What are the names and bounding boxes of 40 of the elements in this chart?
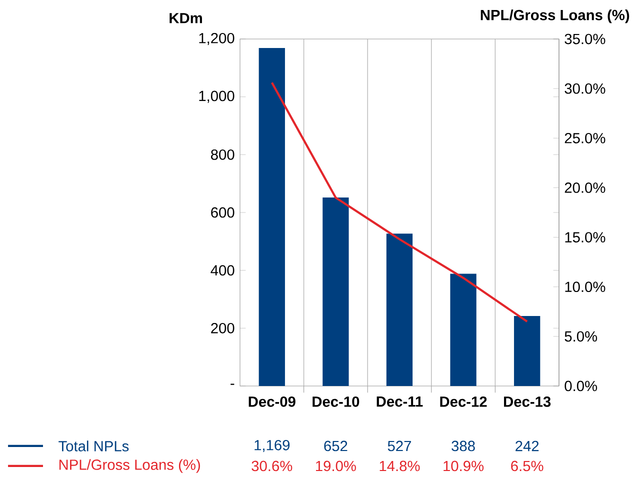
line-series <box>270 82 528 323</box>
y2-axis-title: NPL/Gross Loans (%) <box>480 10 630 24</box>
y-tick-label: 200 <box>211 322 234 334</box>
x-tick-label: Dec-12 <box>440 396 487 407</box>
y-axis-title: KDm <box>170 13 202 24</box>
y-tick-label: 400 <box>210 265 234 276</box>
bar <box>258 48 285 386</box>
legend-label: Total NPLs <box>58 440 129 452</box>
x-tick-label: Dec-10 <box>312 396 360 407</box>
y2-tick-label: 5.0% <box>564 331 598 342</box>
x-tick-label: Dec-13 <box>504 396 551 407</box>
data-label: 652 <box>324 440 348 452</box>
y-tick-label: 600 <box>211 207 234 218</box>
y2-tick-label: 30.0% <box>564 83 606 94</box>
y2-tick-label: 25.0% <box>564 132 606 144</box>
y2-tick-label: 10.0% <box>565 282 606 292</box>
y2-tick-label: 35.0% <box>564 34 606 44</box>
data-label: 527 <box>388 440 411 452</box>
y-tick-label: - <box>230 384 234 385</box>
data-label: 242 <box>516 440 539 452</box>
bar <box>386 234 413 386</box>
y2-tick-label: 20.0% <box>564 182 606 193</box>
x-tick-label: Dec-11 <box>376 396 423 407</box>
data-label: 30.6% <box>252 460 292 472</box>
bar <box>450 274 476 386</box>
y-tick-label: 1,200 <box>199 32 234 46</box>
data-label: 10.9% <box>444 460 484 472</box>
y-tick-label: 1,000 <box>199 90 234 103</box>
data-label: 14.8% <box>380 460 420 472</box>
data-label: 388 <box>452 440 475 452</box>
y2-tick-label: 0.0% <box>564 380 598 392</box>
y-tick-label: 800 <box>211 149 234 160</box>
y2-tick-label: 15.0% <box>565 232 606 242</box>
legend-label: NPL/Gross Loans (%) <box>59 459 200 473</box>
data-label: 6.5% <box>511 460 544 472</box>
data-label: 19.0% <box>316 460 356 472</box>
bar <box>322 197 349 386</box>
data-label: 1,169 <box>254 440 290 452</box>
bar <box>514 316 540 386</box>
x-tick-label: Dec-09 <box>248 396 296 407</box>
